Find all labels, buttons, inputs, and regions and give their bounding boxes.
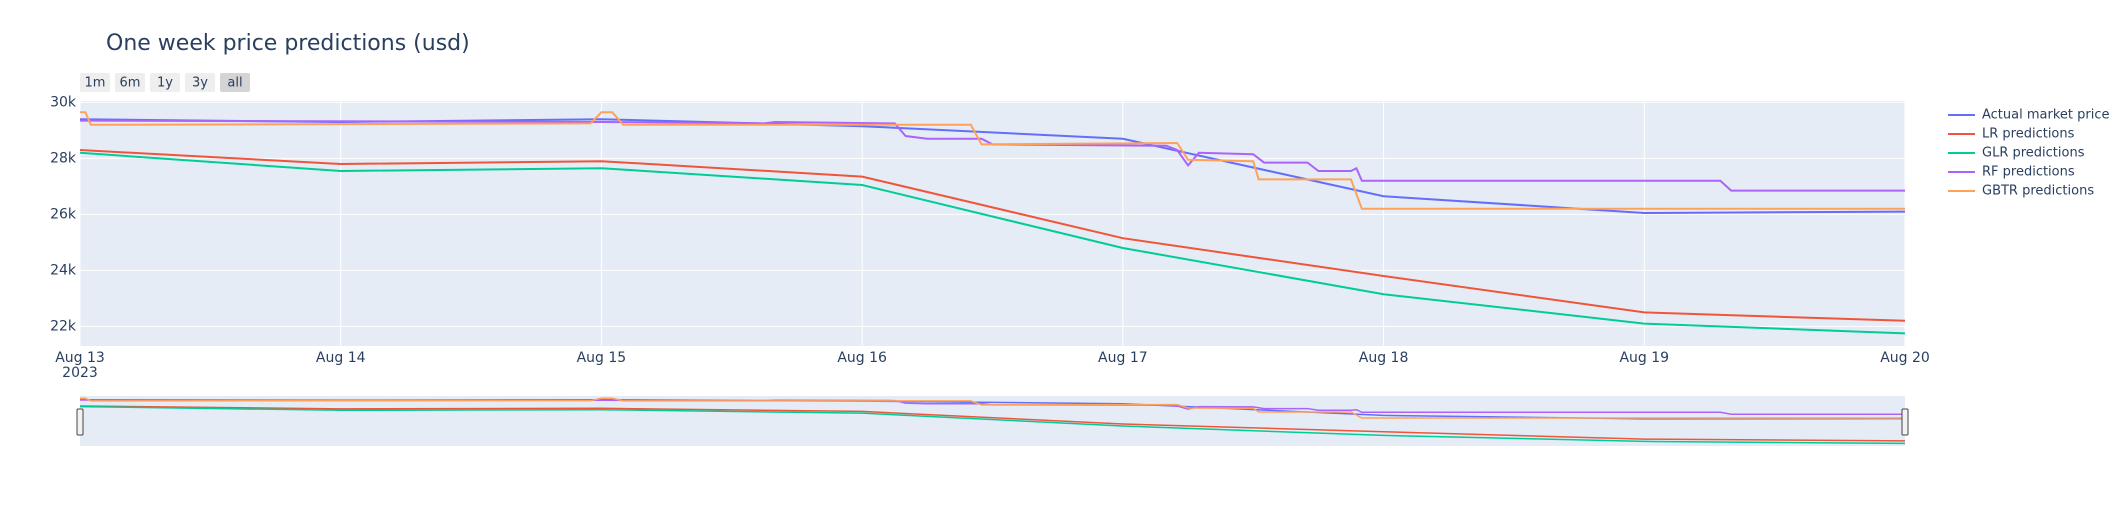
range-button[interactable]: 6m	[115, 73, 145, 92]
legend-label: GBTR predictions	[1982, 184, 2094, 199]
legend-label: LR predictions	[1982, 127, 2075, 142]
x-year-label: 2023	[62, 365, 98, 381]
rangeslider-line	[79, 405, 1906, 445]
line	[80, 111, 1905, 210]
rangeslider-line	[79, 405, 1906, 442]
y-tick-label: 24k	[50, 262, 77, 278]
y-tick-label: 22k	[50, 318, 77, 334]
rangeslider-line	[80, 397, 1905, 419]
range-button-label[interactable]: 6m	[120, 76, 141, 91]
series-group	[80, 111, 1905, 335]
x-tick-label: Aug 14	[316, 350, 366, 366]
range-button-box[interactable]	[115, 73, 145, 92]
x-tick-label: Aug 20	[1880, 350, 1930, 366]
legend-label: GLR predictions	[1982, 146, 2085, 161]
line	[80, 151, 1905, 335]
x-tick-label: Aug 19	[1619, 350, 1669, 366]
y-tick-label: 28k	[50, 150, 77, 166]
x-tick-label: Aug 13	[55, 350, 105, 366]
range-button[interactable]: 3y	[185, 73, 215, 92]
rangeslider-handle[interactable]	[76, 408, 84, 436]
range-button-box[interactable]	[220, 73, 250, 92]
range-button[interactable]: 1m	[80, 73, 110, 92]
rangeslider-handle[interactable]	[1901, 408, 1909, 436]
x-tick-label: Aug 18	[1359, 350, 1409, 366]
line	[80, 149, 1905, 322]
range-button-label[interactable]: 1y	[157, 76, 173, 91]
x-tick-label: Aug 16	[837, 350, 887, 366]
chart-title: One week price predictions (usd)	[106, 31, 470, 56]
x-tick-label: Aug 15	[577, 350, 627, 366]
range-button-label[interactable]: 1m	[85, 76, 106, 91]
range-button-box[interactable]	[80, 73, 110, 92]
range-button-box[interactable]	[185, 73, 215, 92]
line	[80, 119, 1905, 192]
range-button[interactable]: all	[220, 73, 250, 92]
x-tick-label: Aug 17	[1098, 350, 1148, 366]
legend-label: RF predictions	[1982, 165, 2075, 180]
range-button-box[interactable]	[150, 73, 180, 92]
range-button[interactable]: 1y	[150, 73, 180, 92]
plot-area	[80, 101, 1905, 346]
range-button-label[interactable]: all	[227, 76, 242, 91]
range-button-label[interactable]: 3y	[192, 76, 208, 91]
legend-label: Actual market price	[1982, 108, 2109, 123]
y-tick-label: 30k	[50, 94, 77, 110]
y-tick-label: 26k	[50, 206, 77, 222]
